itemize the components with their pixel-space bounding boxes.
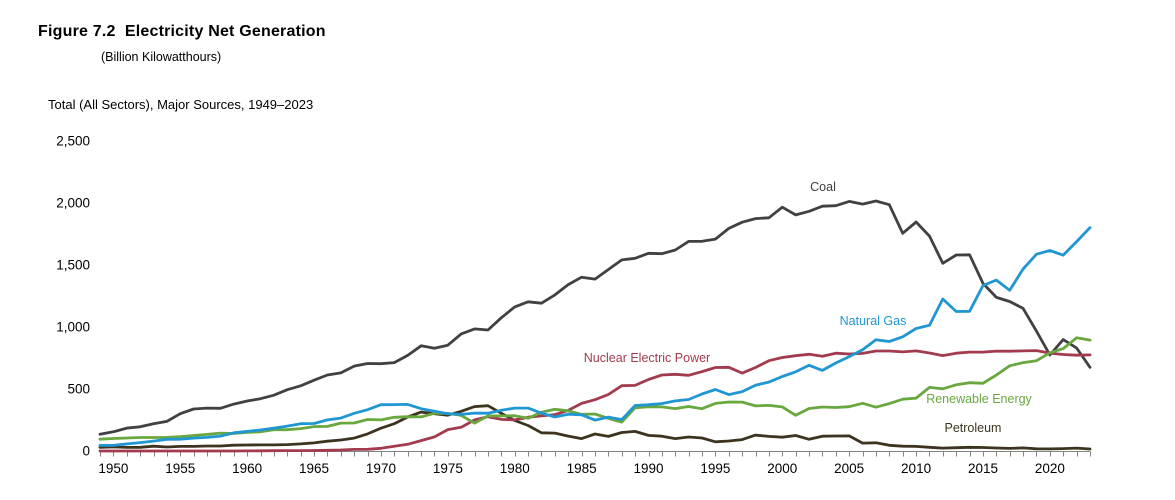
x-axis-labels: 1950 1955 1960 1965 1970 1975 1980 1985 1990 1995… xyxy=(98,461,1065,476)
petroleum-line xyxy=(98,404,1092,451)
x-tick-label: 2010 xyxy=(901,461,931,476)
natural-gas-line xyxy=(98,226,1092,447)
x-tick-label: 1960 xyxy=(232,461,262,476)
petroleum-label: Petroleum xyxy=(945,421,1002,435)
y-tick-label: 500 xyxy=(67,382,90,397)
x-tick-label: 1965 xyxy=(299,461,329,476)
x-tick-label: 2000 xyxy=(767,461,797,476)
x-tick-label: 1980 xyxy=(500,461,530,476)
renewable-energy-label: Renewable Energy xyxy=(926,392,1032,406)
x-tick-label: 1985 xyxy=(567,461,597,476)
coal-line xyxy=(98,199,1092,436)
x-tick-label: 2015 xyxy=(968,461,998,476)
x-tick-label: 1955 xyxy=(165,461,195,476)
x-tick-label: 1995 xyxy=(700,461,730,476)
x-tick-label: 2020 xyxy=(1035,461,1065,476)
x-tick-label: 1990 xyxy=(633,461,663,476)
figure-units: (Billion Kilowatthours) xyxy=(101,50,222,64)
renewable-energy-line xyxy=(98,336,1092,441)
x-tick-label: 1950 xyxy=(98,461,128,476)
y-tick-label: 2,000 xyxy=(56,196,90,211)
nuclear-electric-power-label: Nuclear Electric Power xyxy=(584,351,710,365)
y-tick-label: 1,500 xyxy=(56,258,90,273)
y-tick-label: 2,500 xyxy=(56,134,90,149)
figure-subtitle: Total (All Sectors), Major Sources, 1949… xyxy=(48,97,314,112)
natural-gas-label: Natural Gas xyxy=(840,314,907,328)
figure-title: Figure 7.2 Electricity Net Generation xyxy=(38,23,326,40)
nuclear-electric-power-line xyxy=(98,349,1092,453)
x-tick-label: 2005 xyxy=(834,461,864,476)
coal-label: Coal xyxy=(810,180,836,194)
y-axis-labels: 0 500 1,000 1,500 2,000 2,500 xyxy=(56,134,90,459)
x-tick-label: 1970 xyxy=(366,461,396,476)
x-tick-label: 1975 xyxy=(433,461,463,476)
y-tick-label: 1,000 xyxy=(56,320,90,335)
y-tick-label: 0 xyxy=(82,444,90,459)
